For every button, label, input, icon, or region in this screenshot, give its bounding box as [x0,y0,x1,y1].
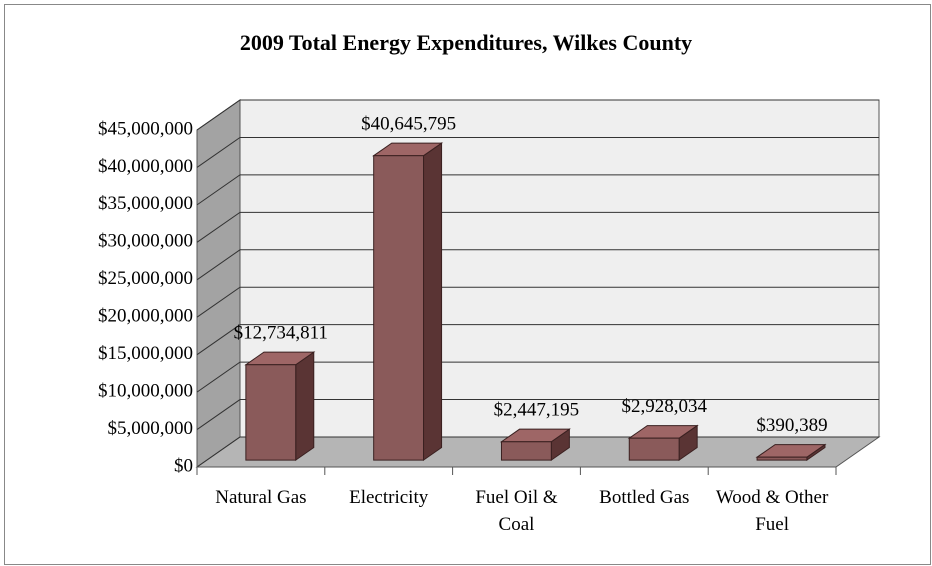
grid-line [196,174,879,206]
grid-line [196,286,879,318]
bar [373,155,425,461]
bar [756,456,808,461]
left-wall [196,99,241,468]
chart-title: 2009 Total Energy Expenditures, Wilkes C… [240,30,692,55]
grid-line [196,324,879,356]
y-tick-label: $5,000,000 [108,418,194,439]
grid-line [196,99,879,131]
y-tick-label: $25,000,000 [98,268,193,289]
x-tick-label: Fuel Oil & Coal [475,487,558,535]
bar [245,364,297,461]
bar-side [423,142,443,462]
y-tick-label: $10,000,000 [98,380,193,401]
grid-line [196,361,879,393]
y-tick-label: $30,000,000 [98,231,193,252]
bar [500,441,552,461]
value-label: $12,734,811 [234,322,328,343]
y-tick-label: $45,000,000 [98,118,193,139]
x-tick-label: Natural Gas [215,487,307,508]
grid-line [196,211,879,243]
y-tick-label: $40,000,000 [98,156,193,177]
x-tick-label: Bottled Gas [599,487,690,508]
grid-line [196,136,879,168]
value-label: $40,645,795 [361,113,456,134]
back-wall [239,99,880,438]
bar [628,437,680,461]
grid-line [196,399,879,430]
x-tick-label: Wood & Other Fuel [715,487,829,535]
value-label: $2,928,034 [621,396,707,417]
value-label: $2,447,195 [494,400,580,421]
x-tick-label: Electricity [349,487,429,508]
y-tick-label: $35,000,000 [98,193,193,214]
y-tick-label: $15,000,000 [98,343,193,364]
bar-side [295,351,315,462]
y-tick-label: $20,000,000 [98,306,193,327]
y-tick-label: $0 [174,455,193,476]
value-label: $390,389 [756,415,827,436]
grid-line [196,249,879,281]
